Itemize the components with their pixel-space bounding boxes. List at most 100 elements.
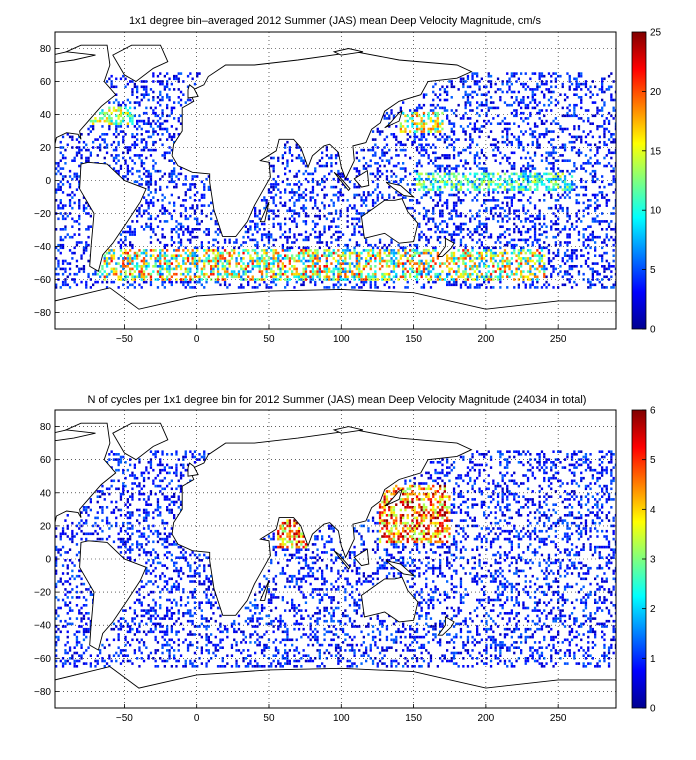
data-cell — [446, 156, 449, 160]
data-cell — [175, 230, 178, 234]
data-cell — [196, 246, 199, 250]
data-cell — [614, 114, 616, 118]
data-cell — [450, 122, 453, 125]
data-cell — [397, 154, 400, 157]
data-cell — [499, 259, 502, 263]
data-cell — [496, 265, 500, 268]
data-cell — [256, 222, 259, 226]
data-cell — [161, 199, 164, 202]
data-cell — [531, 283, 534, 287]
data-cell — [529, 214, 532, 218]
data-cell — [71, 191, 74, 194]
data-cell — [163, 151, 166, 155]
data-cell — [96, 154, 99, 157]
data-cell — [545, 151, 548, 155]
data-cell — [566, 254, 569, 257]
data-cell — [443, 262, 446, 265]
data-cell — [223, 267, 227, 271]
data-cell — [496, 106, 500, 110]
data-cell — [483, 193, 486, 197]
data-cell — [522, 257, 525, 260]
data-cell — [385, 254, 389, 257]
data-cell — [351, 286, 354, 289]
data-cell — [316, 254, 319, 257]
data-cell — [499, 212, 502, 215]
data-cell — [163, 243, 166, 247]
data-cell — [533, 88, 537, 91]
data-cell — [316, 214, 319, 218]
data-cell — [166, 220, 169, 223]
data-cell — [487, 249, 490, 252]
data-cell — [323, 230, 326, 234]
data-cell — [339, 283, 342, 287]
data-cell — [538, 217, 541, 221]
data-cell — [103, 119, 106, 123]
data-cell — [478, 238, 481, 242]
data-cell — [179, 122, 183, 125]
data-cell — [547, 180, 551, 184]
data-cell — [457, 180, 460, 184]
data-cell — [323, 254, 326, 257]
data-cell — [404, 175, 407, 178]
data-cell — [531, 241, 534, 244]
data-cell — [110, 154, 113, 157]
data-cell — [223, 249, 227, 252]
data-cell — [341, 233, 345, 236]
data-cell — [279, 191, 282, 194]
data-cell — [126, 167, 129, 170]
data-cell — [161, 204, 164, 207]
data-cell — [385, 280, 389, 284]
data-cell — [524, 172, 527, 176]
data-cell — [533, 275, 537, 279]
data-cell — [170, 106, 173, 110]
data-cell — [284, 235, 287, 239]
data-cell — [441, 119, 444, 123]
data-cell — [85, 212, 88, 215]
data-cell — [254, 228, 257, 231]
data-cell — [337, 286, 340, 289]
data-cell — [455, 114, 458, 118]
data-cell — [286, 249, 289, 252]
data-cell — [59, 286, 62, 289]
data-cell — [499, 162, 502, 165]
data-cell — [577, 272, 581, 276]
data-cell — [473, 162, 476, 165]
data-cell — [543, 183, 546, 186]
data-cell — [478, 222, 481, 226]
data-cell — [570, 185, 574, 189]
data-cell — [503, 265, 507, 268]
data-cell — [552, 130, 555, 133]
data-cell — [147, 130, 150, 133]
data-cell — [501, 257, 504, 260]
data-cell — [570, 257, 574, 260]
data-cell — [575, 220, 578, 223]
data-cell — [589, 246, 592, 250]
data-cell — [582, 214, 585, 218]
data-cell — [57, 188, 60, 191]
data-cell — [302, 246, 305, 250]
data-cell — [66, 180, 69, 184]
data-cell — [149, 283, 153, 287]
data-cell — [575, 201, 578, 205]
data-cell — [59, 188, 62, 191]
data-cell — [594, 114, 597, 118]
data-cell — [339, 214, 342, 218]
data-cell — [353, 251, 356, 255]
data-cell — [457, 225, 460, 228]
data-cell — [573, 249, 576, 252]
data-cell — [522, 119, 525, 123]
data-cell — [64, 212, 67, 215]
data-cell — [302, 220, 305, 223]
data-cell — [455, 209, 458, 213]
data-cell — [186, 280, 190, 284]
data-cell — [89, 278, 92, 281]
data-cell — [175, 265, 178, 268]
data-cell — [436, 156, 439, 160]
data-cell — [117, 109, 120, 112]
data-cell — [75, 265, 79, 268]
data-cell — [563, 175, 567, 178]
data-cell — [126, 265, 129, 268]
data-cell — [614, 140, 616, 144]
data-cell — [601, 228, 604, 231]
data-cell — [186, 267, 190, 271]
